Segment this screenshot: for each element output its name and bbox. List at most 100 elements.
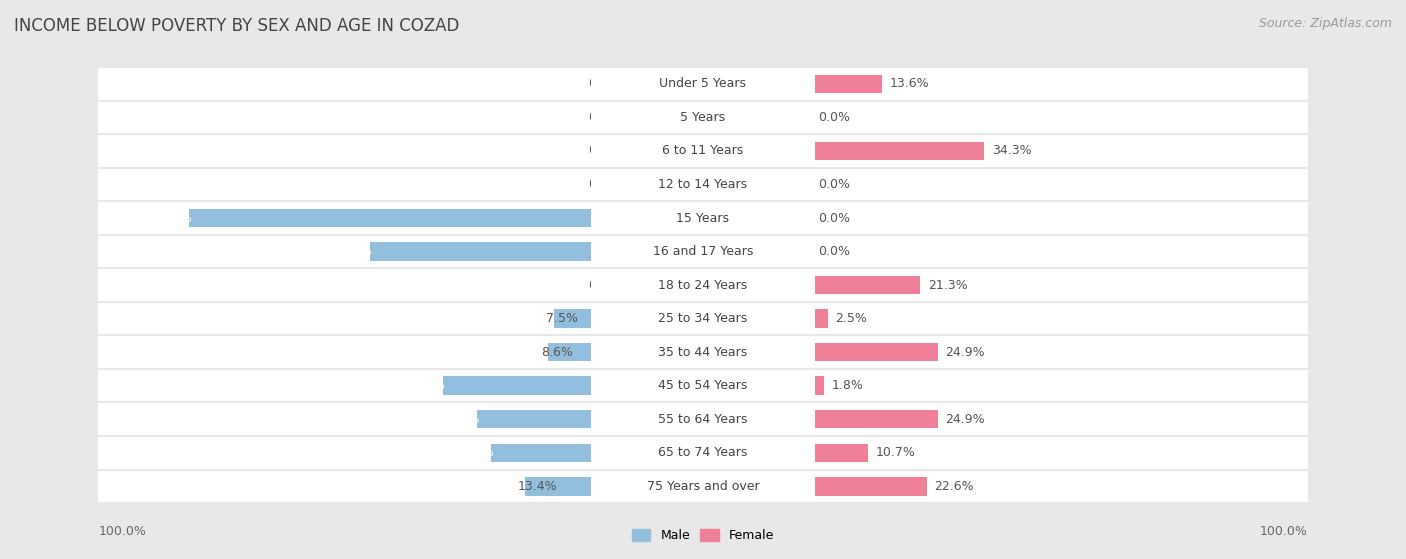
Text: 24.9%: 24.9% — [945, 345, 986, 359]
Text: 100.0%: 100.0% — [1260, 525, 1308, 538]
Text: 13.4%: 13.4% — [517, 480, 557, 493]
Bar — [815, 168, 1308, 201]
Bar — [815, 470, 1308, 503]
Text: 35 to 44 Years: 35 to 44 Years — [658, 345, 748, 359]
Bar — [815, 377, 824, 395]
Bar — [815, 134, 1308, 168]
Text: 0.0%: 0.0% — [588, 77, 620, 91]
Bar — [98, 168, 591, 201]
Bar — [477, 410, 591, 428]
Text: 5 Years: 5 Years — [681, 111, 725, 124]
Text: 1.8%: 1.8% — [832, 379, 863, 392]
Text: Under 5 Years: Under 5 Years — [659, 77, 747, 91]
Bar — [815, 410, 938, 428]
Text: Source: ZipAtlas.com: Source: ZipAtlas.com — [1258, 17, 1392, 30]
Bar — [98, 67, 591, 101]
Text: 100.0%: 100.0% — [98, 525, 146, 538]
Bar — [815, 67, 1308, 101]
Bar — [98, 436, 591, 470]
Text: 0.0%: 0.0% — [818, 211, 851, 225]
Bar — [591, 67, 815, 101]
Text: 0.0%: 0.0% — [588, 178, 620, 191]
Bar — [188, 209, 591, 227]
Bar — [591, 436, 815, 470]
Bar — [815, 235, 1308, 268]
Bar — [815, 268, 1308, 302]
Bar — [815, 436, 1308, 470]
Bar — [815, 444, 868, 462]
Bar — [591, 235, 815, 268]
Bar — [591, 168, 815, 201]
Bar — [815, 477, 927, 495]
Bar — [591, 302, 815, 335]
Text: 7.5%: 7.5% — [546, 312, 578, 325]
Text: 30.0%: 30.0% — [405, 379, 446, 392]
Bar — [815, 75, 883, 93]
Text: 12 to 14 Years: 12 to 14 Years — [658, 178, 748, 191]
Bar — [554, 310, 591, 328]
Bar — [98, 235, 591, 268]
Bar — [98, 268, 591, 302]
Bar — [491, 444, 591, 462]
Bar — [591, 268, 815, 302]
Text: 23.1%: 23.1% — [440, 413, 479, 426]
Text: 15 Years: 15 Years — [676, 211, 730, 225]
Text: 34.3%: 34.3% — [991, 144, 1031, 158]
Bar — [591, 201, 815, 235]
Bar — [98, 335, 591, 369]
Text: 10.7%: 10.7% — [876, 446, 915, 459]
Bar — [815, 101, 1308, 134]
Bar — [591, 369, 815, 402]
Text: 0.0%: 0.0% — [588, 111, 620, 124]
Bar — [370, 243, 591, 260]
Text: INCOME BELOW POVERTY BY SEX AND AGE IN COZAD: INCOME BELOW POVERTY BY SEX AND AGE IN C… — [14, 17, 460, 35]
Bar — [98, 302, 591, 335]
Bar — [98, 470, 591, 503]
Bar — [591, 134, 815, 168]
Bar — [98, 369, 591, 402]
Bar — [591, 335, 815, 369]
Text: 75 Years and over: 75 Years and over — [647, 480, 759, 493]
Bar — [815, 276, 921, 295]
Text: 16 and 17 Years: 16 and 17 Years — [652, 245, 754, 258]
Text: 65 to 74 Years: 65 to 74 Years — [658, 446, 748, 459]
Bar — [591, 101, 815, 134]
Bar — [98, 201, 591, 235]
Text: 2.5%: 2.5% — [835, 312, 868, 325]
Text: 55 to 64 Years: 55 to 64 Years — [658, 413, 748, 426]
Text: 21.3%: 21.3% — [928, 278, 967, 292]
Bar — [815, 201, 1308, 235]
Bar — [815, 343, 938, 362]
Text: 0.0%: 0.0% — [818, 111, 851, 124]
Text: 0.0%: 0.0% — [588, 144, 620, 158]
Text: 45 to 54 Years: 45 to 54 Years — [658, 379, 748, 392]
Bar — [815, 142, 984, 160]
Text: 18 to 24 Years: 18 to 24 Years — [658, 278, 748, 292]
Bar — [815, 302, 1308, 335]
Text: 8.6%: 8.6% — [541, 345, 572, 359]
Text: 44.8%: 44.8% — [333, 245, 373, 258]
Text: 25 to 34 Years: 25 to 34 Years — [658, 312, 748, 325]
Text: 6 to 11 Years: 6 to 11 Years — [662, 144, 744, 158]
Bar — [591, 402, 815, 436]
Legend: Male, Female: Male, Female — [627, 524, 779, 547]
Text: 0.0%: 0.0% — [818, 245, 851, 258]
Bar — [591, 470, 815, 503]
Bar — [443, 377, 591, 395]
Text: 20.2%: 20.2% — [454, 446, 494, 459]
Text: 0.0%: 0.0% — [588, 278, 620, 292]
Bar — [98, 134, 591, 168]
Bar — [98, 402, 591, 436]
Text: 0.0%: 0.0% — [818, 178, 851, 191]
Bar — [815, 310, 828, 328]
Text: 81.6%: 81.6% — [152, 211, 191, 225]
Bar — [548, 343, 591, 362]
Bar — [98, 101, 591, 134]
Text: 22.6%: 22.6% — [934, 480, 974, 493]
Bar — [524, 477, 591, 495]
Bar — [815, 402, 1308, 436]
Text: 13.6%: 13.6% — [890, 77, 929, 91]
Bar — [815, 369, 1308, 402]
Text: 24.9%: 24.9% — [945, 413, 986, 426]
Bar — [815, 335, 1308, 369]
